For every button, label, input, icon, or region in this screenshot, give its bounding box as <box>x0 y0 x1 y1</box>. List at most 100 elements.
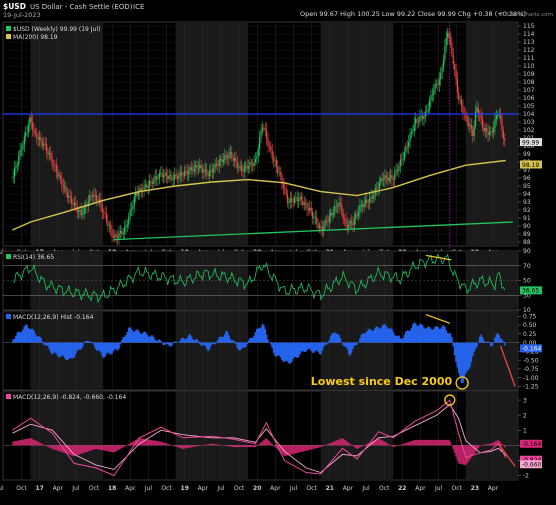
hist-bar <box>168 342 170 346</box>
price-candle-body <box>331 212 333 216</box>
hist-bar <box>301 342 304 352</box>
hist-bar <box>424 328 427 343</box>
price-candle-body <box>490 131 492 133</box>
hist-bar <box>320 342 322 355</box>
hist-bar <box>325 342 328 345</box>
hist-bar <box>370 330 372 343</box>
macd-x-tick-label: Apr <box>125 485 136 492</box>
hist-bar <box>457 342 460 374</box>
price-candle-body <box>41 141 44 146</box>
hist-bar <box>72 342 74 359</box>
ma200-line <box>12 159 506 231</box>
price-candle-body <box>325 220 328 222</box>
hist-bar <box>22 329 24 343</box>
price-candle-body <box>345 219 347 225</box>
price-candle-body <box>167 176 169 180</box>
hist-bar <box>239 342 242 351</box>
hist-bar <box>171 342 173 346</box>
price-candle-body <box>412 131 414 132</box>
hist-bar <box>332 332 335 343</box>
macd-y-tick-label: 1 <box>523 427 527 434</box>
macd-hist-bar <box>178 445 180 448</box>
price-candle-body <box>214 163 216 169</box>
macd-hist-bar <box>442 439 445 446</box>
macd-hist-bar <box>42 444 45 446</box>
hist-bar <box>90 341 92 343</box>
macd-hist-bar <box>34 440 37 446</box>
price-candle-body <box>447 32 449 38</box>
hist-bar <box>62 342 65 356</box>
macd-hist-bar <box>381 440 384 446</box>
hist-bar <box>283 342 286 362</box>
macd-hist-bar <box>453 445 456 453</box>
price-candle-body <box>462 106 464 114</box>
hist-bar <box>144 331 147 343</box>
hist-bar <box>322 342 325 347</box>
hist-bar <box>247 340 250 343</box>
macd-hist-bar <box>37 441 40 446</box>
price-candle-body <box>140 188 142 191</box>
hist-bar <box>12 339 15 343</box>
price-candle-body <box>281 174 283 184</box>
macd-hist-bar <box>31 439 34 446</box>
macd-x-tick-label: 21 <box>326 485 334 492</box>
price-candle-body <box>37 139 39 140</box>
hist-bar <box>166 342 169 345</box>
rsi-y-tick-label: 10 <box>523 307 531 314</box>
hist-bar <box>141 333 144 343</box>
macd-hist-bar <box>313 445 315 449</box>
price-candle-body <box>218 160 220 166</box>
price-candle-body <box>132 205 134 210</box>
price-candle-body <box>288 201 290 203</box>
macd-hist-bar <box>208 443 211 446</box>
hist-bar <box>328 340 331 343</box>
hist-bar <box>211 342 214 344</box>
macd-hist-bar <box>133 440 136 446</box>
hist-bar <box>371 331 374 343</box>
price-candle-body <box>341 204 343 213</box>
hist-bar <box>70 342 73 359</box>
macd-hist-bar <box>83 445 86 453</box>
hist-bar <box>281 342 283 361</box>
macd-hist-bar <box>79 445 81 455</box>
price-candle-body <box>15 166 17 169</box>
macd-hist-bar <box>239 445 242 448</box>
price-candle-body <box>20 149 23 151</box>
hist-bar <box>491 342 494 346</box>
hist-bar <box>377 327 379 343</box>
hist-bar <box>308 342 311 349</box>
hist-bar <box>473 342 475 352</box>
price-candle-body <box>295 197 297 198</box>
macd-x-tick-label: Oct <box>89 485 100 492</box>
macd-x-tick-label: Jul <box>216 485 225 492</box>
macd-hist-bar <box>379 439 382 446</box>
hist-y-tick-label: -0.75 <box>523 366 539 373</box>
macd-hist-bar <box>478 445 481 447</box>
price-candle-body <box>438 79 440 85</box>
price-candle-body <box>133 196 135 206</box>
hist-bar <box>179 340 182 343</box>
price-candle-body <box>168 175 170 180</box>
macd-hist-bar <box>386 443 389 446</box>
macd-hist-bar <box>321 445 324 447</box>
price-y-tick-label: 105 <box>523 103 535 110</box>
price-candle-body <box>178 174 180 179</box>
hist-bar <box>399 338 402 343</box>
price-candle-body <box>89 195 91 202</box>
price-candle-body <box>476 107 478 112</box>
price-candle-body <box>224 155 226 161</box>
hist-bar <box>412 324 414 343</box>
macd-hist-bar <box>456 445 459 461</box>
price-candle-body <box>373 194 375 199</box>
macd-x-tick-label: Jul <box>71 485 80 492</box>
price-candle-body <box>176 175 179 179</box>
hist-bar <box>55 342 58 354</box>
macd-hist-bar <box>247 445 250 448</box>
hist-bar <box>306 342 308 351</box>
price-candle-body <box>44 143 46 145</box>
price-candle-body <box>75 202 77 207</box>
macd-x-tick-label: Apr <box>488 485 499 492</box>
hist-bar <box>101 342 104 357</box>
price-candle-body <box>100 199 102 205</box>
macd-hist-bar <box>354 445 357 449</box>
